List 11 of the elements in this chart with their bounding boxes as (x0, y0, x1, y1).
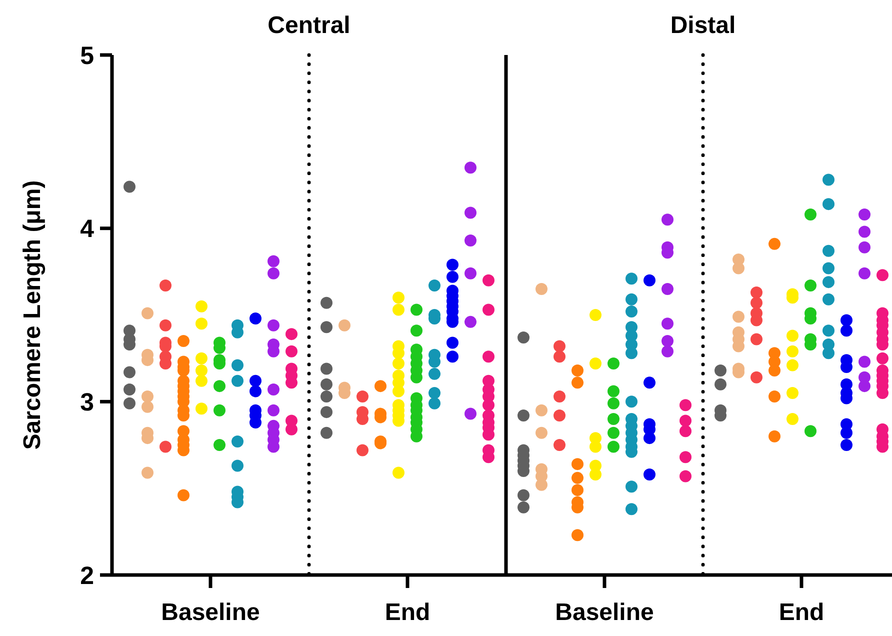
x-tick-label: End (778, 599, 824, 626)
chart-title: Distal (670, 12, 736, 39)
y-tick-label: 5 (80, 42, 94, 70)
chart-title: Central (268, 12, 350, 39)
y-tick-label: 2 (80, 562, 94, 590)
x-tick-label: Baseline (555, 599, 654, 626)
x-tick-label: End (384, 599, 430, 626)
y-tick-label: 4 (80, 215, 94, 244)
y-axis-title: Sarcomere Length (μm) (19, 180, 46, 450)
y-tick-label: 3 (80, 388, 94, 416)
x-tick-label: Baseline (161, 599, 260, 626)
